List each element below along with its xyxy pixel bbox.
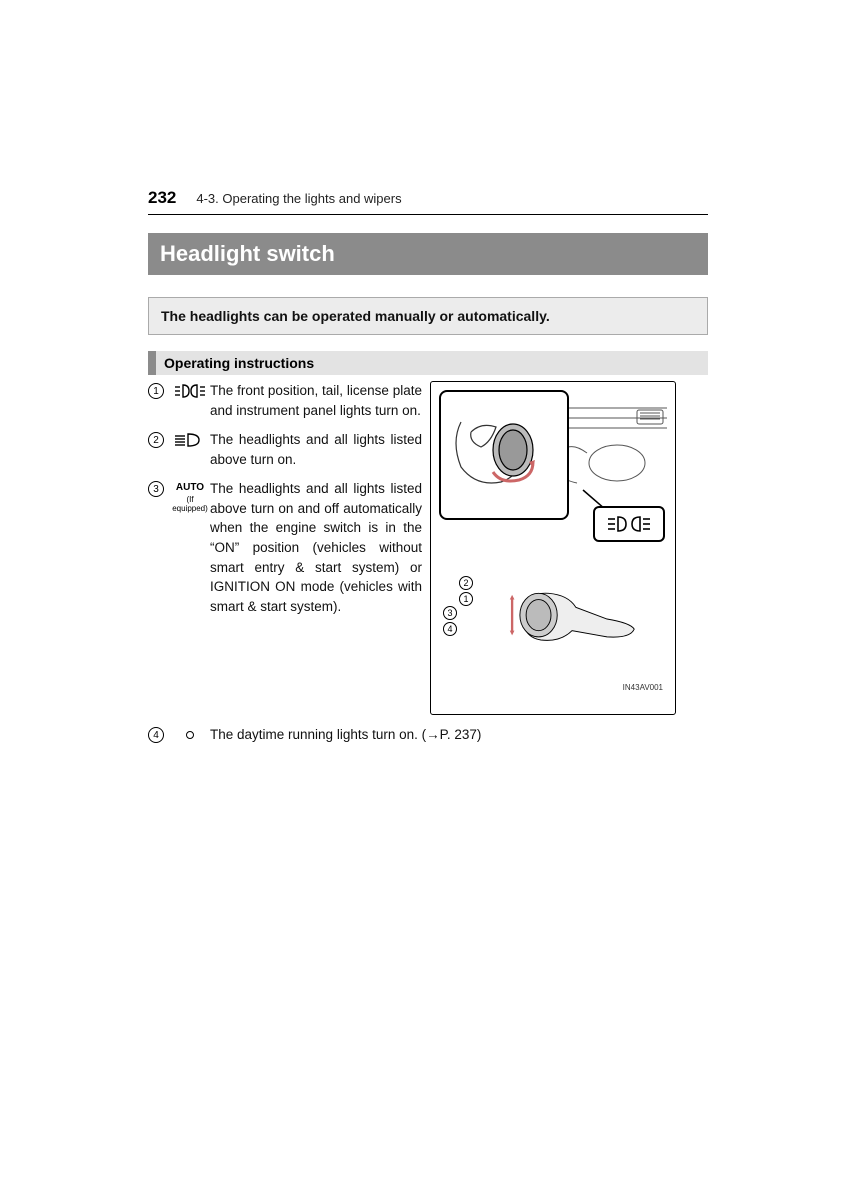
subheading-bar: Operating instructions (148, 351, 708, 375)
illustration-top (437, 388, 669, 548)
subheading-text: Operating instructions (156, 351, 708, 375)
instructions-column: 1 The front position, tail, license plat… (148, 381, 422, 715)
instruction-item: 4 The daytime running lights turn on. (→… (148, 725, 708, 745)
illustration-callout (593, 506, 665, 542)
if-equipped-label: (If equipped) (170, 495, 210, 513)
illustration-inset (439, 390, 569, 520)
diagram-number-icon: 1 (459, 592, 473, 606)
diagram-number-icon: 4 (443, 622, 457, 636)
instruction-item: 1 The front position, tail, license plat… (148, 381, 422, 420)
illustration-bottom: 1 2 3 4 IN43AV001 (437, 554, 669, 694)
page-header: 232 4-3. Operating the lights and wipers (148, 188, 708, 212)
instruction-item: 2 The headlights and all lights listed a… (148, 430, 422, 469)
step-number-icon: 3 (148, 481, 164, 497)
instruction-text: The daytime running lights turn on. (→P.… (210, 725, 481, 745)
illustration-code: IN43AV001 (623, 683, 663, 692)
auto-label: AUTO (176, 482, 204, 493)
instruction-text: The front position, tail, license plate … (210, 381, 422, 420)
stalk-diagram (497, 584, 647, 654)
instruction-text: The headlights and all lights listed abo… (210, 430, 422, 469)
intro-box: The headlights can be operated manually … (148, 297, 708, 335)
header-rule (148, 214, 708, 215)
content-area: 1 The front position, tail, license plat… (148, 381, 708, 715)
illustration-panel: 1 2 3 4 IN43AV001 (430, 381, 676, 715)
headlights-icon (170, 432, 210, 451)
step-number-icon: 4 (148, 727, 164, 743)
manual-page: 232 4-3. Operating the lights and wipers… (148, 188, 708, 745)
subheading-accent (148, 351, 156, 375)
auto-mode-icon: AUTO (If equipped) (170, 481, 210, 513)
section-path: 4-3. Operating the lights and wipers (196, 191, 401, 206)
diagram-number-icon: 2 (459, 576, 473, 590)
page-number: 232 (148, 188, 176, 208)
step-number-icon: 2 (148, 432, 164, 448)
instruction-item: 3 AUTO (If equipped) The headlights and … (148, 479, 422, 616)
page-title: Headlight switch (148, 233, 708, 275)
step-number-icon: 1 (148, 383, 164, 399)
diagram-number-icon: 3 (443, 606, 457, 620)
position-lights-icon (170, 383, 210, 402)
instruction-text: The headlights and all lights listed abo… (210, 479, 422, 616)
drl-off-icon (170, 727, 210, 742)
